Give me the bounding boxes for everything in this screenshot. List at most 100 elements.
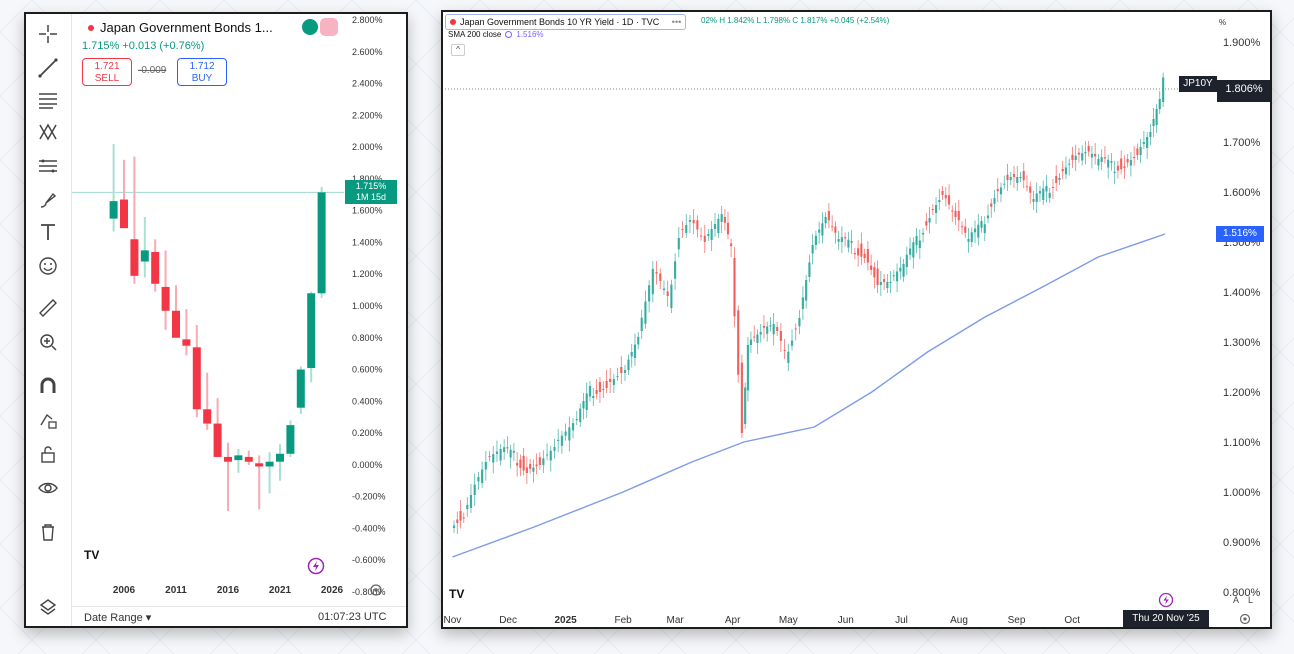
lock-icon[interactable] <box>34 440 62 468</box>
daily-candlestick-chart[interactable]: 1.900%1.800%1.700%1.600%1.500%1.400%1.30… <box>443 12 1272 629</box>
last-price-tag: 1.806% <box>1217 80 1270 102</box>
candle-body <box>1158 99 1161 109</box>
emoji-icon[interactable] <box>34 252 62 280</box>
candle-body <box>1149 132 1152 137</box>
y-tick-label: 1.200% <box>1223 387 1261 399</box>
candle-body <box>1077 152 1081 155</box>
session-status-icon <box>302 19 318 35</box>
buy-button[interactable]: 1.712 BUY <box>177 58 227 86</box>
eye-icon[interactable] <box>34 474 62 502</box>
sell-button[interactable]: 1.721 SELL <box>82 58 132 86</box>
candle-body <box>827 211 830 221</box>
candle-body <box>535 464 538 467</box>
y-tick-label: 0.800% <box>352 333 383 343</box>
brush-icon[interactable] <box>34 186 62 214</box>
y-tick-label: 1.000% <box>1223 487 1261 499</box>
candle-body <box>749 339 753 345</box>
candle-body <box>224 456 232 462</box>
replay-icon[interactable] <box>1158 592 1174 608</box>
candle-body <box>951 210 954 212</box>
candle-body <box>805 280 808 301</box>
x-tick-label: Jun <box>838 615 854 626</box>
candle-body <box>499 449 502 461</box>
candle-body <box>947 195 951 205</box>
candle-body <box>915 236 918 246</box>
candle-body <box>726 222 730 235</box>
candle-body <box>473 484 476 495</box>
candle-body <box>821 223 824 236</box>
candle-body <box>1042 188 1045 200</box>
crosshair-icon[interactable] <box>34 20 62 48</box>
candle-body <box>1051 187 1055 188</box>
candle-body <box>568 427 571 441</box>
candle-body <box>999 187 1003 195</box>
menu-icon[interactable] <box>320 18 338 36</box>
auto-scale-toggle[interactable]: A <box>1233 595 1240 605</box>
candle-body <box>644 301 647 324</box>
y-tick-label: 0.900% <box>1223 537 1261 549</box>
candle-body <box>850 241 853 243</box>
settings-icon[interactable] <box>369 583 383 597</box>
candle-body <box>918 240 921 248</box>
candle-body <box>834 226 837 233</box>
candle-body <box>746 345 750 391</box>
candle-body <box>296 369 305 408</box>
text-tool-icon[interactable] <box>34 218 62 246</box>
y-tick-label: 1.200% <box>352 269 383 279</box>
candle-body <box>779 331 782 341</box>
projection-icon[interactable] <box>34 152 62 180</box>
symbol-title[interactable]: Japan Government Bonds 1... <box>100 20 273 35</box>
y-tick-label: 1.600% <box>1223 187 1261 199</box>
y-tick-label: 2.200% <box>352 110 383 120</box>
candle-body <box>720 214 723 222</box>
x-tick-label: Apr <box>725 615 741 626</box>
candle-body <box>1068 163 1071 165</box>
y-tick-label: 0.600% <box>352 365 383 375</box>
lock-drawings-icon[interactable] <box>34 406 62 434</box>
log-scale-toggle[interactable]: L <box>1248 595 1254 605</box>
candle-body <box>964 226 967 233</box>
trend-line-icon[interactable] <box>34 54 62 82</box>
candle-body <box>703 235 706 242</box>
candle-body <box>1110 161 1113 163</box>
fib-retracement-icon[interactable] <box>34 86 62 114</box>
object-tree-icon[interactable] <box>34 594 62 622</box>
zoom-in-icon[interactable] <box>34 328 62 356</box>
monthly-candlestick-chart[interactable]: 2.800% 2.600% 2.400% 2.200% 2.000% 1.800% 1.60… <box>26 14 408 628</box>
pattern-icon[interactable] <box>34 118 62 146</box>
x-tick-label: Nov <box>444 615 462 626</box>
settings-icon[interactable] <box>1239 613 1251 625</box>
replay-icon[interactable] <box>307 557 325 575</box>
candle-body <box>588 386 592 397</box>
candle-body <box>990 203 993 207</box>
candle-body <box>244 456 253 462</box>
y-tick-label: 0.200% <box>352 428 383 438</box>
candle-body <box>740 362 744 433</box>
sma-indicator-legend[interactable]: SMA 200 close 1.516% <box>448 30 544 39</box>
trash-icon[interactable] <box>34 518 62 546</box>
sma-price-tag: 1.516% <box>1216 226 1264 242</box>
date-range-selector[interactable]: Date Range ▾ <box>84 611 151 624</box>
sma-settings-icon[interactable] <box>505 31 513 38</box>
candle-body <box>814 235 818 245</box>
candle-body <box>970 232 973 242</box>
candle-body <box>255 463 264 467</box>
x-tick-label: 2016 <box>217 585 240 596</box>
candle-body <box>1012 174 1016 177</box>
candle-body <box>317 192 326 294</box>
more-icon[interactable]: ••• <box>671 17 682 27</box>
candle-body <box>616 376 619 377</box>
candle-body <box>519 459 522 468</box>
y-tick-label: -0.800% <box>352 587 386 597</box>
candle-body <box>477 477 480 482</box>
date-range-label: Date Range <box>84 612 143 624</box>
ruler-icon[interactable] <box>34 294 62 322</box>
last-price-tag: 1.715% 1M 15d <box>345 180 397 204</box>
candle-body <box>941 191 944 195</box>
candle-body <box>575 419 578 421</box>
candle-body <box>934 205 938 213</box>
magnet-icon[interactable] <box>34 372 62 400</box>
symbol-header[interactable]: Japan Government Bonds 10 YR Yield · 1D … <box>445 14 687 30</box>
candle-body <box>488 456 491 457</box>
collapse-legend-button[interactable]: ^ <box>451 44 465 56</box>
